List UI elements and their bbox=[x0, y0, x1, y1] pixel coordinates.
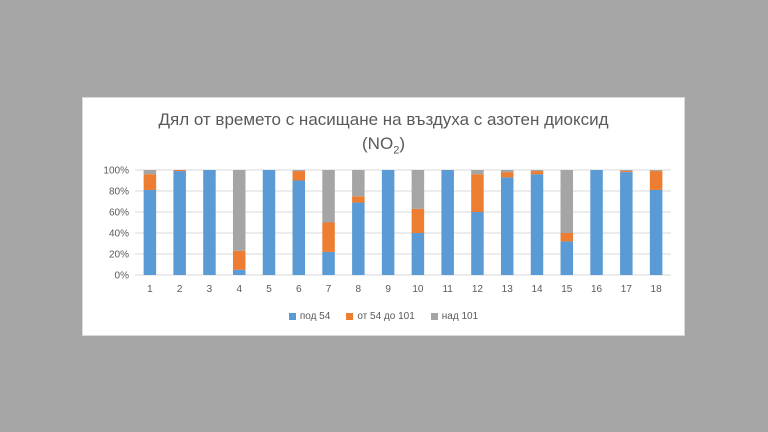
bar-segment-over-101 bbox=[232, 170, 246, 251]
y-tick-label: 100% bbox=[103, 166, 129, 177]
legend-item-over-101: над 101 bbox=[430, 311, 479, 322]
x-tick-label: 10 bbox=[412, 284, 424, 295]
x-tick-label: 18 bbox=[651, 284, 663, 295]
legend-swatch bbox=[288, 313, 296, 320]
title-formula-suffix: ) bbox=[399, 134, 405, 153]
bar-segment-54-to-101 bbox=[649, 171, 663, 190]
chart-legend: под 54 от 54 до 101 над 101 bbox=[83, 311, 684, 322]
x-tick-label: 4 bbox=[236, 284, 242, 295]
y-tick-label: 0% bbox=[115, 271, 130, 282]
bar-segment-under-54 bbox=[590, 170, 603, 275]
bar-segment-under-54 bbox=[292, 180, 306, 275]
bar-segment-54-to-101 bbox=[232, 250, 246, 270]
bar-segment-54-to-101 bbox=[143, 174, 157, 190]
bar-segment-over-101 bbox=[411, 170, 425, 209]
bar-segment-54-to-101 bbox=[530, 171, 544, 175]
bar-segment-under-54 bbox=[203, 170, 216, 275]
bar-segment-54-to-101 bbox=[322, 222, 335, 252]
x-tick-label: 17 bbox=[621, 284, 633, 295]
bar-segment-under-54 bbox=[530, 174, 544, 275]
bar-segment-under-54 bbox=[352, 202, 365, 275]
legend-label: над 101 bbox=[441, 311, 479, 322]
bar-segment-over-101 bbox=[649, 170, 663, 172]
legend-item-under-54: под 54 bbox=[288, 311, 331, 322]
bar-segment-under-54 bbox=[560, 241, 574, 275]
bar-segment-over-101 bbox=[530, 170, 544, 172]
bar-segment-under-54 bbox=[262, 170, 276, 275]
chart-title-line2: (NO2) bbox=[83, 132, 684, 156]
title-formula-sub: 2 bbox=[393, 144, 400, 157]
bar-segment-54-to-101 bbox=[173, 170, 186, 172]
bar-segment-under-54 bbox=[649, 189, 663, 275]
bar-segment-under-54 bbox=[620, 172, 633, 275]
bar-segment-54-to-101 bbox=[500, 172, 514, 178]
bar-segment-over-101 bbox=[560, 170, 574, 233]
bar-segment-54-to-101 bbox=[471, 174, 484, 212]
bar-segment-54-to-101 bbox=[411, 208, 425, 233]
bar-segment-under-54 bbox=[322, 251, 335, 275]
bar-segment-under-54 bbox=[381, 170, 395, 275]
bar-segment-54-to-101 bbox=[292, 171, 306, 181]
x-tick-label: 14 bbox=[531, 284, 543, 295]
chart-plot: 0%20%40%60%80%100%1 2 3 4 5 6 7 8 9 10 11 12 13 14 15 1… bbox=[103, 166, 671, 295]
bar-segment-over-101 bbox=[143, 170, 157, 175]
x-tick-label: 12 bbox=[472, 284, 484, 295]
legend-swatch bbox=[346, 313, 354, 320]
bar-segment-over-101 bbox=[352, 170, 365, 197]
bar-segment-over-101 bbox=[322, 170, 335, 223]
x-tick-label: 13 bbox=[502, 284, 514, 295]
legend-swatch bbox=[430, 313, 438, 320]
chart-title-line1: Дял от времето с насищане на въздуха с а… bbox=[158, 110, 609, 129]
legend-label: от 54 до 101 bbox=[357, 311, 415, 322]
x-tick-label: 11 bbox=[442, 284, 453, 295]
bar-segment-over-101 bbox=[620, 170, 633, 172]
legend-item-54-to-101: от 54 до 101 bbox=[346, 311, 415, 322]
bar-segment-under-54 bbox=[173, 171, 186, 275]
bar-segment-54-to-101 bbox=[352, 196, 365, 203]
bar-segment-over-101 bbox=[471, 170, 484, 175]
bar-segment-54-to-101 bbox=[560, 233, 574, 242]
bar-segment-under-54 bbox=[500, 177, 514, 275]
x-tick-label: 2 bbox=[177, 284, 183, 295]
bar-segment-under-54 bbox=[232, 269, 246, 275]
y-tick-label: 20% bbox=[109, 250, 129, 261]
y-tick-label: 60% bbox=[109, 208, 129, 219]
bar-segment-over-101 bbox=[292, 170, 306, 172]
y-tick-label: 40% bbox=[109, 229, 129, 240]
bar-segment-under-54 bbox=[143, 189, 157, 275]
bar-segment-under-54 bbox=[441, 170, 454, 275]
bar-segment-54-to-101 bbox=[620, 171, 633, 173]
x-tick-label: 5 bbox=[266, 284, 272, 295]
x-tick-label: 3 bbox=[207, 284, 213, 295]
x-tick-label: 16 bbox=[591, 284, 603, 295]
title-formula-prefix: (NO bbox=[362, 134, 394, 153]
x-tick-label: 15 bbox=[561, 284, 573, 295]
chart-card: Дял от времето с насищане на въздуха с а… bbox=[82, 97, 685, 336]
x-tick-label: 8 bbox=[356, 284, 362, 295]
bar-segment-over-101 bbox=[500, 170, 514, 173]
x-tick-label: 6 bbox=[296, 284, 302, 295]
y-tick-label: 80% bbox=[109, 187, 129, 198]
x-tick-label: 1 bbox=[147, 284, 153, 295]
bar-segment-under-54 bbox=[411, 233, 425, 275]
bar-segment-under-54 bbox=[471, 212, 484, 275]
chart-title: Дял от времето с насищане на въздуха с а… bbox=[83, 108, 684, 156]
x-tick-label: 7 bbox=[326, 284, 332, 295]
legend-label: под 54 bbox=[299, 311, 331, 322]
x-tick-label: 9 bbox=[385, 284, 391, 295]
